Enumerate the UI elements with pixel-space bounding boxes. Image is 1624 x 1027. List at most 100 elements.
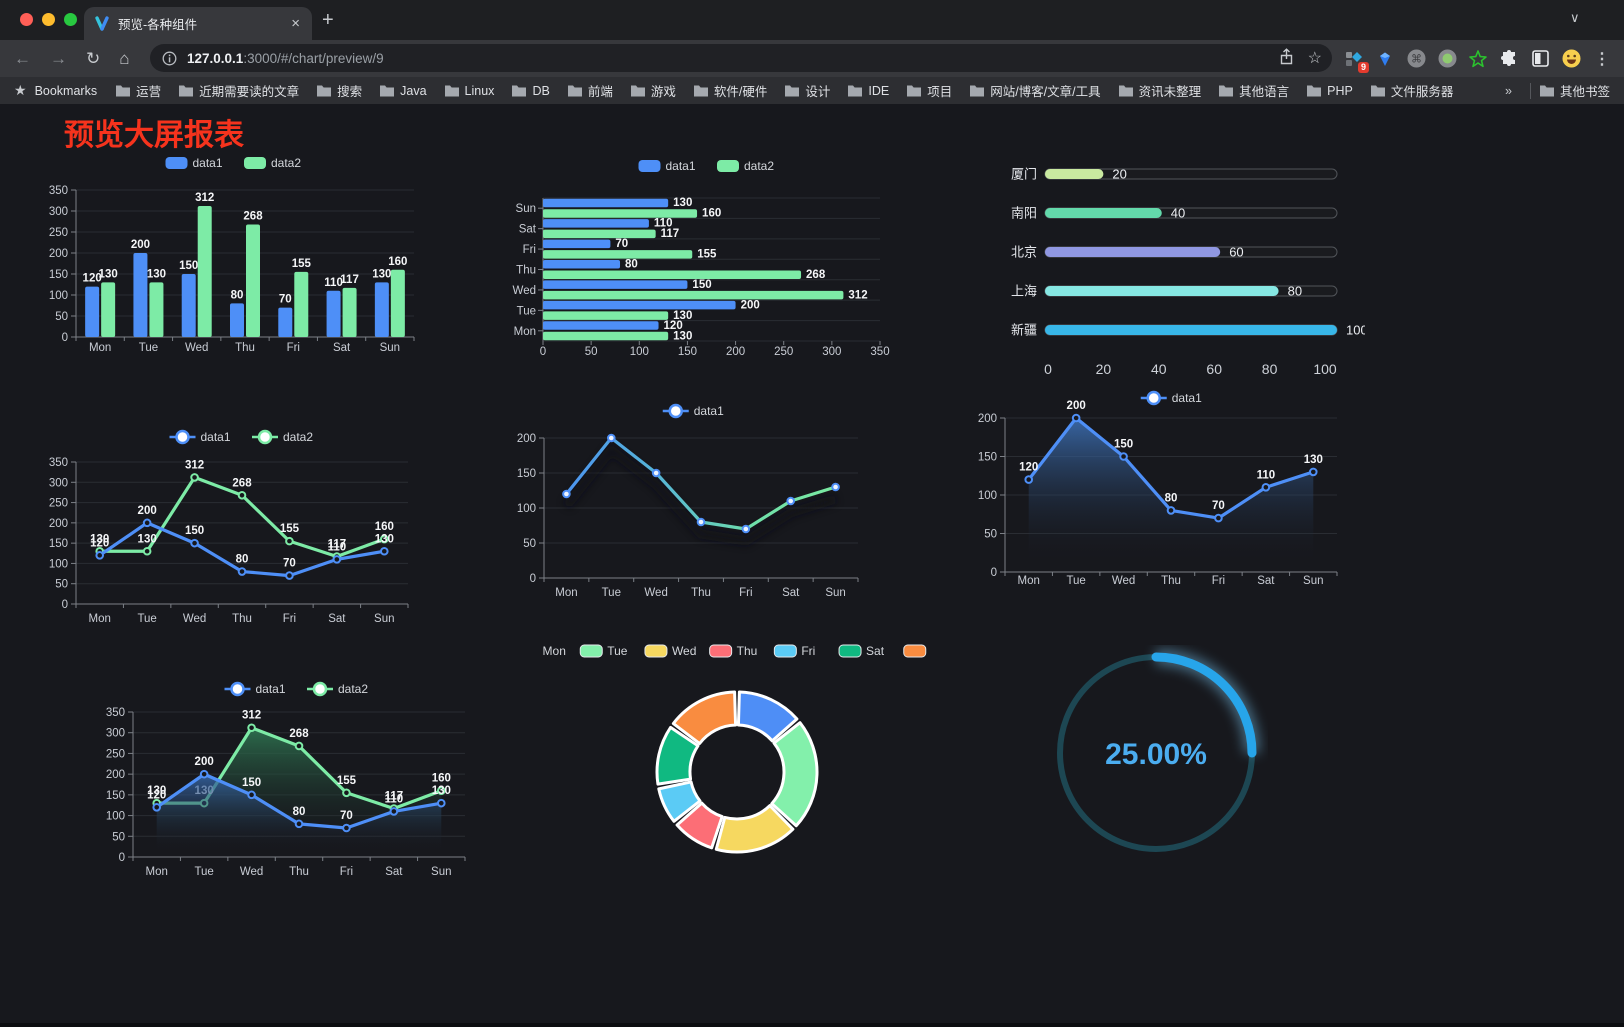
point-data2-Thu[interactable] xyxy=(237,490,247,500)
point-data1-Wed[interactable] xyxy=(190,538,199,548)
hbar-data1-Sat[interactable] xyxy=(543,219,649,228)
bar-data1-Sat[interactable] xyxy=(326,290,341,337)
hbar-data1-Tue[interactable] xyxy=(543,300,736,310)
legend-item[interactable]: data1 xyxy=(662,403,724,419)
bookmark-item[interactable]: 设计 xyxy=(784,81,830,100)
point-data1-Fri[interactable] xyxy=(342,823,351,833)
legend-item[interactable]: data1 xyxy=(224,681,286,697)
bar-data1-Thu[interactable] xyxy=(230,303,244,337)
point-data2-Wed[interactable] xyxy=(190,473,199,482)
point-data2-Sun[interactable] xyxy=(436,786,446,796)
home-icon[interactable]: ⌂ xyxy=(119,48,130,68)
legend-item[interactable]: Thu xyxy=(709,644,758,658)
point-data1-Tue[interactable] xyxy=(1071,413,1081,423)
ext-gem-icon[interactable] xyxy=(1375,49,1395,69)
point-data1-Sun[interactable] xyxy=(831,482,840,492)
point-data2-Fri[interactable] xyxy=(342,788,351,798)
legend-item[interactable]: data2 xyxy=(717,159,774,173)
legend-item[interactable]: data1 xyxy=(1140,390,1202,406)
ext-tabs-icon[interactable]: 9 xyxy=(1344,49,1369,73)
bookmark-item[interactable]: 运营 xyxy=(115,81,161,100)
progress-fill-新疆[interactable] xyxy=(1045,325,1337,335)
traffic-minimize-button[interactable] xyxy=(42,13,55,26)
pie-slice-Wed[interactable] xyxy=(714,804,795,854)
point-data1-Tue[interactable] xyxy=(199,769,209,779)
legend-item[interactable]: Fri xyxy=(773,644,815,658)
hbar-data1-Fri[interactable] xyxy=(543,239,611,249)
bar-data2-Fri[interactable] xyxy=(294,271,309,337)
progress-fill-南阳[interactable] xyxy=(1045,208,1162,218)
browser-tab[interactable]: 预览-各种组件 × xyxy=(84,7,312,40)
ext-emoji-icon[interactable] xyxy=(1561,49,1581,69)
hbar-data2-Sat[interactable] xyxy=(543,229,656,239)
forward-icon[interactable]: → xyxy=(50,48,67,68)
ext-contrast-icon[interactable] xyxy=(1530,49,1550,69)
point-data1-Sun[interactable] xyxy=(379,546,389,556)
legend-item[interactable]: data1 xyxy=(165,156,223,170)
point-data1-Mon[interactable] xyxy=(562,489,571,499)
hbar-data2-Wed[interactable] xyxy=(543,290,844,300)
legend-item[interactable]: data1 xyxy=(638,159,696,173)
point-data1-Sun[interactable] xyxy=(436,798,446,808)
other-bookmarks[interactable]: 其他书签 xyxy=(1539,81,1610,100)
point-data1-Fri[interactable] xyxy=(285,571,294,580)
bookmark-star-icon[interactable]: ☆ xyxy=(1307,50,1322,67)
progress-fill-上海[interactable] xyxy=(1045,286,1279,296)
point-data1-Thu[interactable] xyxy=(237,567,247,576)
bar-data1-Fri[interactable] xyxy=(278,307,293,337)
bookmark-item[interactable]: 软件/硬件 xyxy=(693,81,767,100)
bar-data2-Tue[interactable] xyxy=(149,282,164,337)
point-data1-Wed[interactable] xyxy=(1119,452,1128,461)
hbar-data2-Mon[interactable] xyxy=(543,331,669,341)
legend-item[interactable]: Sat xyxy=(838,644,885,658)
progress-fill-北京[interactable] xyxy=(1045,247,1221,257)
hbar-data1-Wed[interactable] xyxy=(543,280,688,289)
hbar-data1-Thu[interactable] xyxy=(543,260,621,269)
bar-data2-Sun[interactable] xyxy=(390,269,405,337)
legend-item[interactable]: data2 xyxy=(244,156,301,170)
bar-data1-Mon[interactable] xyxy=(85,286,100,337)
bookmark-item[interactable]: Linux xyxy=(444,84,494,98)
legend-item[interactable]: Tue xyxy=(579,644,628,658)
point-data1-Mon[interactable] xyxy=(152,802,162,812)
bar-data2-Mon[interactable] xyxy=(101,282,116,337)
traffic-zoom-button[interactable] xyxy=(64,13,77,26)
point-data2-Wed[interactable] xyxy=(247,723,256,733)
bar-data2-Thu[interactable] xyxy=(246,224,260,337)
back-icon[interactable]: ← xyxy=(14,48,31,68)
legend-item[interactable]: data2 xyxy=(252,429,313,445)
point-data2-Thu[interactable] xyxy=(294,741,304,751)
legend-item[interactable]: data2 xyxy=(307,681,368,697)
pie-slice-Fri[interactable] xyxy=(657,780,702,823)
point-data1-Sat[interactable] xyxy=(332,555,342,564)
hbar-data1-Sun[interactable] xyxy=(543,198,669,208)
menu-dots-icon[interactable]: ⋮ xyxy=(1594,50,1610,68)
bookmark-item[interactable]: 前端 xyxy=(567,81,613,100)
progress-fill-厦门[interactable] xyxy=(1045,169,1104,179)
point-data1-Thu[interactable] xyxy=(696,517,706,527)
bookmark-item[interactable]: 项目 xyxy=(906,81,952,100)
bar-data2-Wed[interactable] xyxy=(197,205,212,337)
point-data1-Sun[interactable] xyxy=(1308,467,1318,477)
ext-green-dot-icon[interactable] xyxy=(1437,49,1457,69)
bar-data2-Sat[interactable] xyxy=(342,287,357,337)
point-data1-Fri[interactable] xyxy=(741,524,751,534)
pie-slice-Thu[interactable] xyxy=(675,801,724,850)
reload-icon[interactable]: ↻ xyxy=(86,48,101,68)
bar-data1-Sun[interactable] xyxy=(374,282,389,337)
point-data1-Mon[interactable] xyxy=(1024,475,1034,484)
point-data1-Fri[interactable] xyxy=(1214,513,1223,523)
address-bar[interactable]: 127.0.0.1:3000/#/chart/preview/9 ☆ xyxy=(150,44,1332,72)
traffic-close-button[interactable] xyxy=(20,13,33,26)
point-data2-Sun[interactable] xyxy=(379,534,389,544)
hbar-data1-Mon[interactable] xyxy=(543,321,659,330)
bookmark-item[interactable]: 近期需要读的文章 xyxy=(178,81,299,100)
pie-slice-Sun[interactable] xyxy=(671,690,738,746)
bookmark-item[interactable]: 搜索 xyxy=(316,81,362,100)
bar-data1-Wed[interactable] xyxy=(181,274,196,337)
pie-slice-Tue[interactable] xyxy=(770,721,819,828)
bookmark-item[interactable]: PHP xyxy=(1306,84,1353,98)
point-data1-Tue[interactable] xyxy=(606,433,616,443)
pie-slice-Sat[interactable] xyxy=(655,725,700,786)
point-data1-Sat[interactable] xyxy=(786,496,796,506)
